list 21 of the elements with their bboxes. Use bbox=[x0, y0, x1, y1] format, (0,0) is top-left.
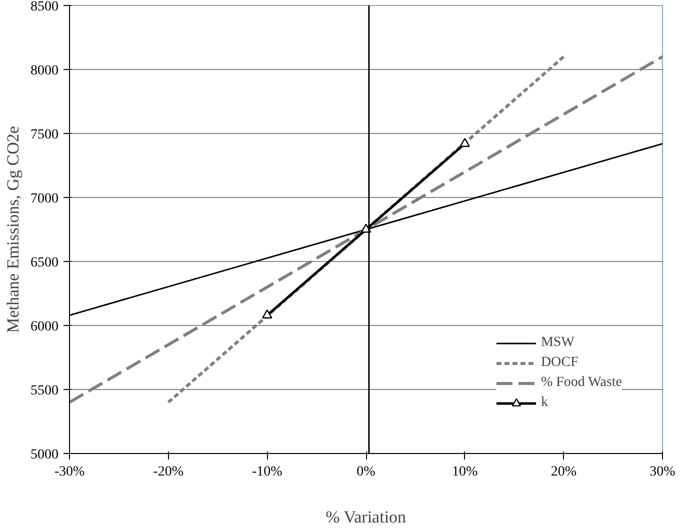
x-tick-label: 30% bbox=[650, 464, 676, 480]
y-tick-label: 5500 bbox=[30, 384, 58, 398]
legend-label: DOCF bbox=[540, 355, 578, 371]
y-tick-label: 8000 bbox=[30, 64, 58, 78]
y-axis-title: Methane Emissions, Gg CO2e bbox=[4, 126, 22, 333]
x-tick-label: -20% bbox=[153, 464, 184, 480]
x-tick-label: 20% bbox=[550, 464, 577, 480]
y-tick-label: 7000 bbox=[30, 192, 58, 206]
y-tick-label: 6500 bbox=[30, 256, 58, 270]
y-tick-label: 8500 bbox=[30, 0, 58, 14]
legend-label: % Food Waste bbox=[540, 375, 622, 391]
y-tick-label: 7500 bbox=[30, 128, 58, 142]
x-tick-label: 10% bbox=[452, 464, 478, 480]
x-tick-label: -30% bbox=[54, 464, 85, 480]
legend-label: k bbox=[540, 395, 549, 411]
y-tick-label: 5000 bbox=[30, 448, 58, 462]
x-tick-label: -10% bbox=[252, 464, 283, 480]
x-axis-title: % Variation bbox=[326, 508, 407, 526]
x-tick-label: 0% bbox=[356, 464, 376, 480]
y-tick-label: 6000 bbox=[30, 320, 58, 334]
legend-label: MSW bbox=[540, 335, 574, 351]
